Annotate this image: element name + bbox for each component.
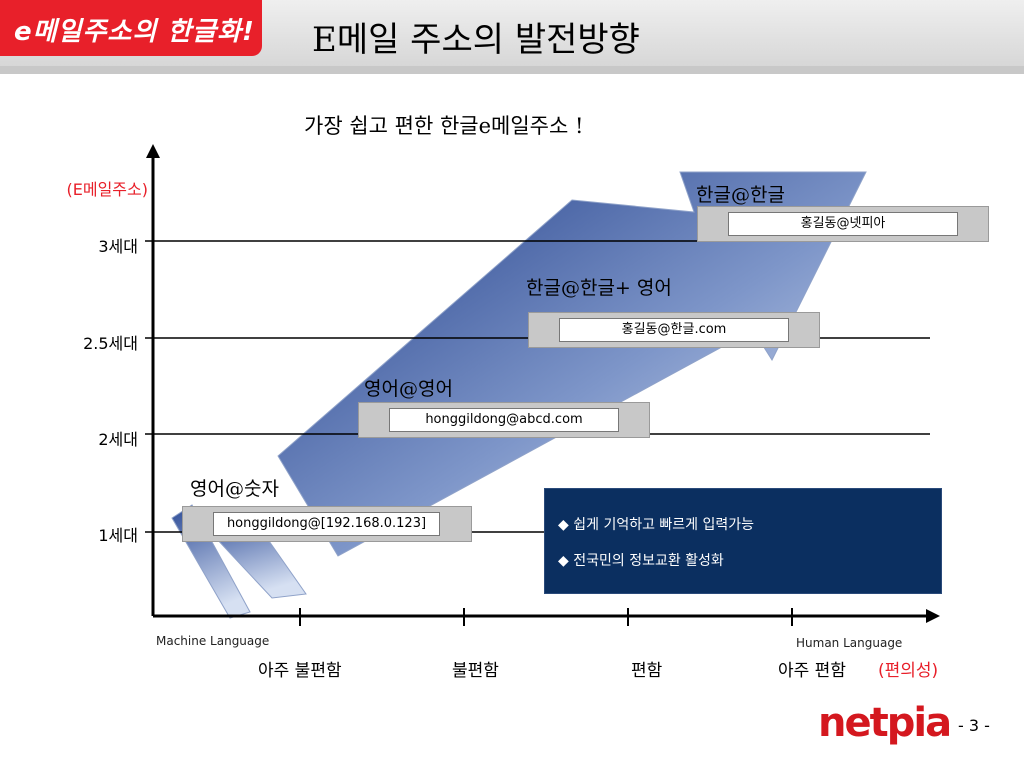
y-axis-label: (E메일주소)	[66, 180, 148, 199]
y-tick-2: 2세대	[98, 430, 138, 449]
title-badge	[0, 0, 262, 56]
x-tick-label-3: 편함	[631, 661, 663, 681]
info-item-1: ◆ 쉽게 기억하고 빠르게 입력가능	[558, 514, 754, 534]
x-tick-label-1: 아주 불편함	[258, 661, 342, 681]
gen1-address: honggildong@[192.168.0.123]	[213, 512, 440, 536]
x-tick-label-4: 아주 편함	[778, 661, 846, 681]
x-axis-arrowhead	[926, 609, 940, 623]
netpia-logo: netpia	[818, 700, 952, 746]
info-item-1-text: 쉽게 기억하고 빠르게 입력가능	[573, 517, 755, 533]
gen2-label: 영어@영어	[364, 378, 453, 400]
title-badge-text: e메일주소의 한글화!	[14, 17, 255, 47]
y-tick-1: 1세대	[98, 526, 138, 545]
progress-arrow	[277, 171, 867, 557]
gen2-address: honggildong@abcd.com	[389, 408, 619, 432]
gen25-address: 홍길동@한글.com	[559, 318, 789, 342]
bullet-icon: ◆	[558, 553, 569, 569]
slide-subtitle: 가장 쉽고 편한 한글e메일주소 !	[304, 114, 584, 138]
bullet-icon: ◆	[558, 517, 569, 533]
info-box	[544, 488, 942, 594]
gen1-label: 영어@숫자	[190, 478, 279, 500]
slide-title: E메일 주소의 발전방향	[312, 20, 640, 60]
gen25-label: 한글@한글+ 영어	[526, 277, 672, 299]
y-tick-3: 3세대	[98, 237, 138, 256]
y-tick-2-5: 2.5세대	[83, 334, 138, 353]
x-tick-label-2: 불편함	[452, 661, 499, 681]
gen3-address: 홍길동@넷피아	[728, 212, 958, 236]
info-item-2-text: 전국민의 정보교환 활성화	[573, 553, 724, 569]
info-item-2: ◆ 전국민의 정보교환 활성화	[558, 550, 724, 570]
x-axis-suffix: (편의성)	[878, 661, 939, 681]
page-number: - 3 -	[958, 716, 990, 735]
gen3-label: 한글@한글	[696, 184, 785, 206]
y-axis-arrowhead	[146, 144, 160, 158]
x-left-caption: Machine Language	[156, 634, 270, 648]
x-right-caption: Human Language	[796, 636, 903, 650]
